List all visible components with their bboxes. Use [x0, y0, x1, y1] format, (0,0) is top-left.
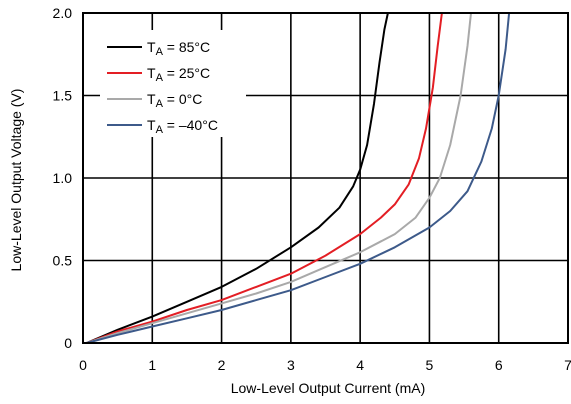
x-axis-title: Low-Level Output Current (mA): [231, 380, 426, 396]
y-axis-title: Low-Level Output Voltage (V): [8, 89, 24, 272]
series-line: [86, 12, 443, 344]
y-axis-ticks: 0 0.5 1.0 1.5 2.0: [53, 5, 73, 351]
legend: TA = 85°C TA = 25°C TA = 0°C TA = –40°C: [107, 39, 218, 136]
y-tick-label: 1.0: [53, 170, 73, 186]
series-lines: [86, 12, 511, 344]
plot-frame: [82, 12, 569, 344]
series-line: [86, 12, 389, 344]
series-line: [86, 12, 511, 344]
x-tick-label: 2: [218, 357, 226, 373]
x-tick-label: 0: [79, 357, 87, 373]
y-tick-label: 2.0: [53, 5, 73, 21]
legend-label: TA = 25°C: [147, 65, 210, 84]
x-tick-label: 7: [564, 357, 571, 373]
y-tick-label: 0.5: [53, 253, 73, 269]
x-tick-label: 6: [495, 357, 503, 373]
legend-label: TA = 85°C: [147, 39, 210, 58]
legend-label: TA = –40°C: [147, 117, 218, 136]
y-tick-label: 0: [64, 335, 72, 351]
y-tick-label: 1.5: [53, 88, 73, 104]
x-tick-label: 5: [426, 357, 434, 373]
x-tick-label: 1: [148, 357, 156, 373]
x-tick-label: 4: [356, 357, 364, 373]
x-axis-ticks: 0 1 2 3 4 5 6 7: [79, 357, 571, 373]
legend-label: TA = 0°C: [147, 91, 202, 110]
series-line: [86, 12, 472, 344]
x-tick-label: 3: [287, 357, 295, 373]
